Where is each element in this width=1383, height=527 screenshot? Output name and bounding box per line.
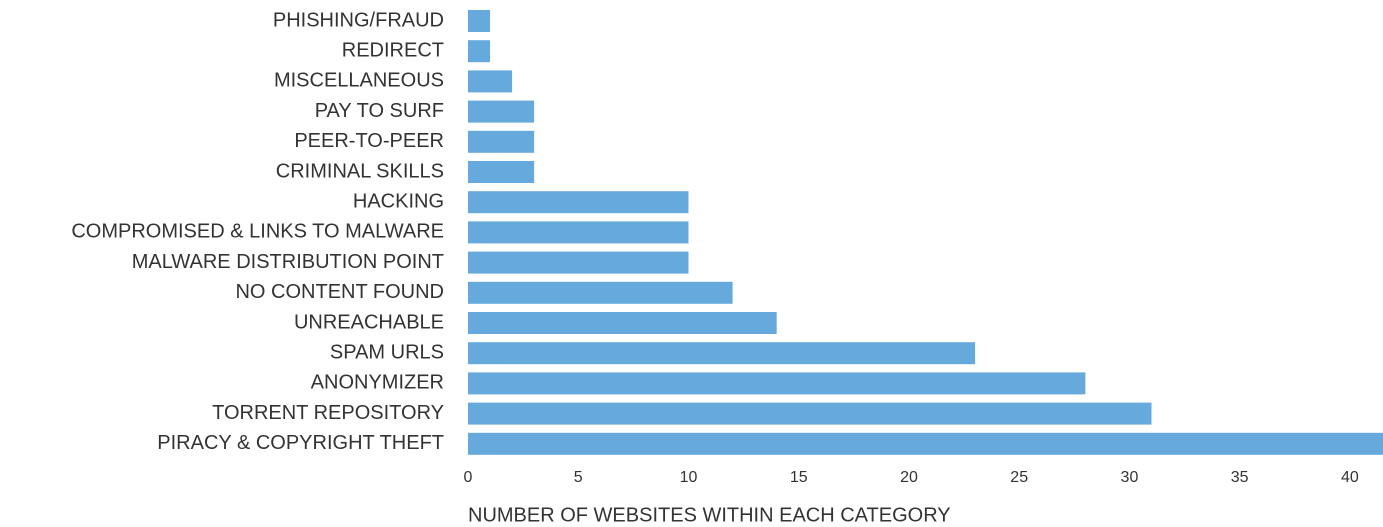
y-tick-label: TORRENT REPOSITORY [212,402,444,424]
bar [468,342,976,365]
y-tick-label: PIRACY & COPYRIGHT THEFT [157,432,444,454]
y-tick-label: PHISHING/FRAUD [273,9,444,31]
bar [468,251,689,274]
bar [468,100,535,123]
bar [468,312,777,334]
x-tick-label: 10 [680,469,698,486]
x-tick-label: 40 [1341,469,1359,486]
y-tick-label: CRIMINAL SKILLS [276,160,444,182]
x-tick-label: 25 [1010,469,1028,486]
y-tick-label: MALWARE DISTRIBUTION POINT [132,251,444,273]
y-tick-label: REDIRECT [342,39,444,61]
x-tick-label: 15 [790,469,808,486]
bar [468,130,535,153]
y-tick-label: COMPROMISED & LINKS TO MALWARE [71,221,444,243]
bar [468,281,733,304]
y-tick-label: NO CONTENT FOUND [235,281,444,303]
bar [468,10,491,32]
y-tick-label: MISCELLANEOUS [274,70,444,92]
bar [468,372,1086,395]
x-tick-label: 0 [464,469,473,486]
bar [468,40,491,63]
x-tick-label: 35 [1231,469,1249,486]
x-tick-label: 30 [1121,469,1139,486]
y-tick-label: PEER-TO-PEER [294,130,444,152]
y-tick-label: HACKING [353,190,444,212]
bar [468,191,689,214]
x-tick-label: 20 [900,469,918,486]
y-tick-label: UNREACHABLE [294,311,444,333]
y-tick-label: PAY TO SURF [315,100,444,122]
bar [468,70,513,93]
bar [468,432,1383,455]
x-tick-label: 5 [574,469,583,486]
x-axis-label: NUMBER OF WEBSITES WITHIN EACH CATEGORY [468,504,951,526]
bar [468,221,689,244]
bar [468,161,535,183]
bar [468,402,1152,425]
y-tick-label: SPAM URLS [330,341,444,363]
y-tick-label: ANONYMIZER [311,372,444,394]
